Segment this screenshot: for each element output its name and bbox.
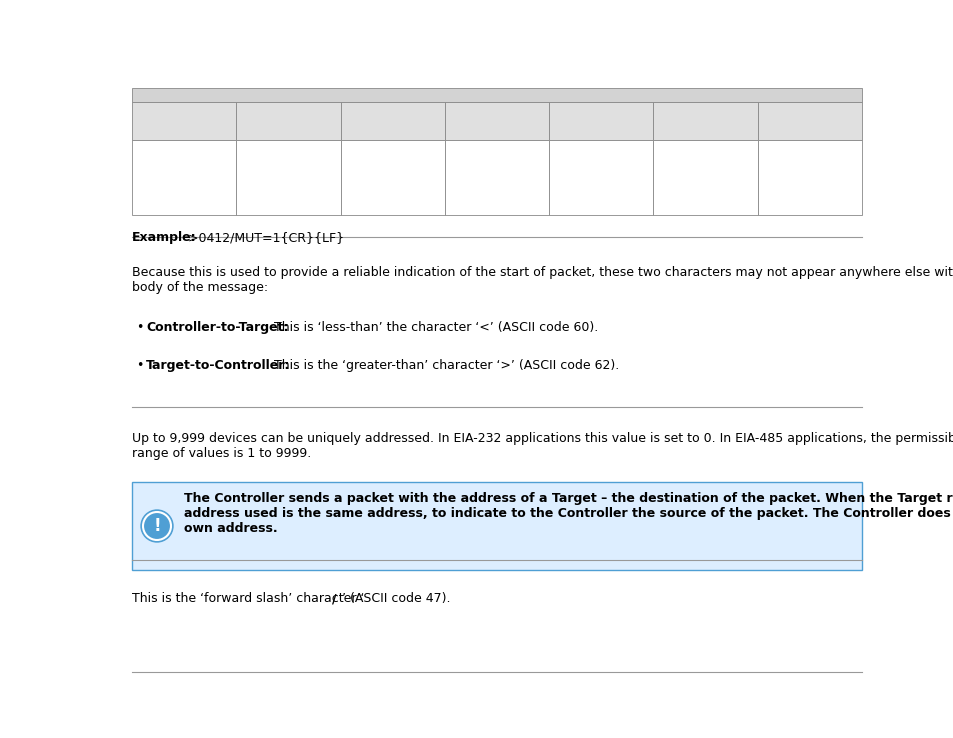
- FancyBboxPatch shape: [132, 88, 862, 102]
- FancyBboxPatch shape: [132, 140, 236, 215]
- FancyBboxPatch shape: [757, 140, 862, 215]
- Text: •: •: [136, 321, 143, 334]
- FancyBboxPatch shape: [549, 102, 653, 140]
- Text: The Controller sends a packet with the address of a Target – the destination of : The Controller sends a packet with the a…: [184, 492, 953, 535]
- Text: /: /: [332, 592, 336, 605]
- FancyBboxPatch shape: [132, 102, 236, 140]
- Text: !: !: [153, 517, 161, 535]
- Text: Controller-to-Target:: Controller-to-Target:: [146, 321, 288, 334]
- Text: This is the ‘forward slash’ character ‘: This is the ‘forward slash’ character ‘: [132, 592, 368, 605]
- Text: ’ (ASCII code 47).: ’ (ASCII code 47).: [337, 592, 450, 605]
- FancyBboxPatch shape: [444, 102, 549, 140]
- Text: >0412/MUT=1{CR}{LF}: >0412/MUT=1{CR}{LF}: [184, 231, 344, 244]
- FancyBboxPatch shape: [236, 140, 340, 215]
- Text: Up to 9,999 devices can be uniquely addressed. In EIA-232 applications this valu: Up to 9,999 devices can be uniquely addr…: [132, 432, 953, 460]
- Text: Because this is used to provide a reliable indication of the start of packet, th: Because this is used to provide a reliab…: [132, 266, 953, 294]
- FancyBboxPatch shape: [444, 140, 549, 215]
- Text: This is the ‘greater-than’ character ‘>’ (ASCII code 62).: This is the ‘greater-than’ character ‘>’…: [270, 359, 618, 372]
- Text: Example:: Example:: [132, 231, 196, 244]
- FancyBboxPatch shape: [132, 482, 862, 570]
- Circle shape: [141, 510, 172, 542]
- FancyBboxPatch shape: [653, 102, 757, 140]
- Text: This is ‘less-than’ the character ‘<’ (ASCII code 60).: This is ‘less-than’ the character ‘<’ (A…: [270, 321, 598, 334]
- FancyBboxPatch shape: [236, 102, 340, 140]
- Text: •: •: [136, 359, 143, 372]
- FancyBboxPatch shape: [340, 102, 444, 140]
- Text: Target-to-Controller:: Target-to-Controller:: [146, 359, 290, 372]
- FancyBboxPatch shape: [340, 140, 444, 215]
- FancyBboxPatch shape: [549, 140, 653, 215]
- FancyBboxPatch shape: [653, 140, 757, 215]
- FancyBboxPatch shape: [757, 102, 862, 140]
